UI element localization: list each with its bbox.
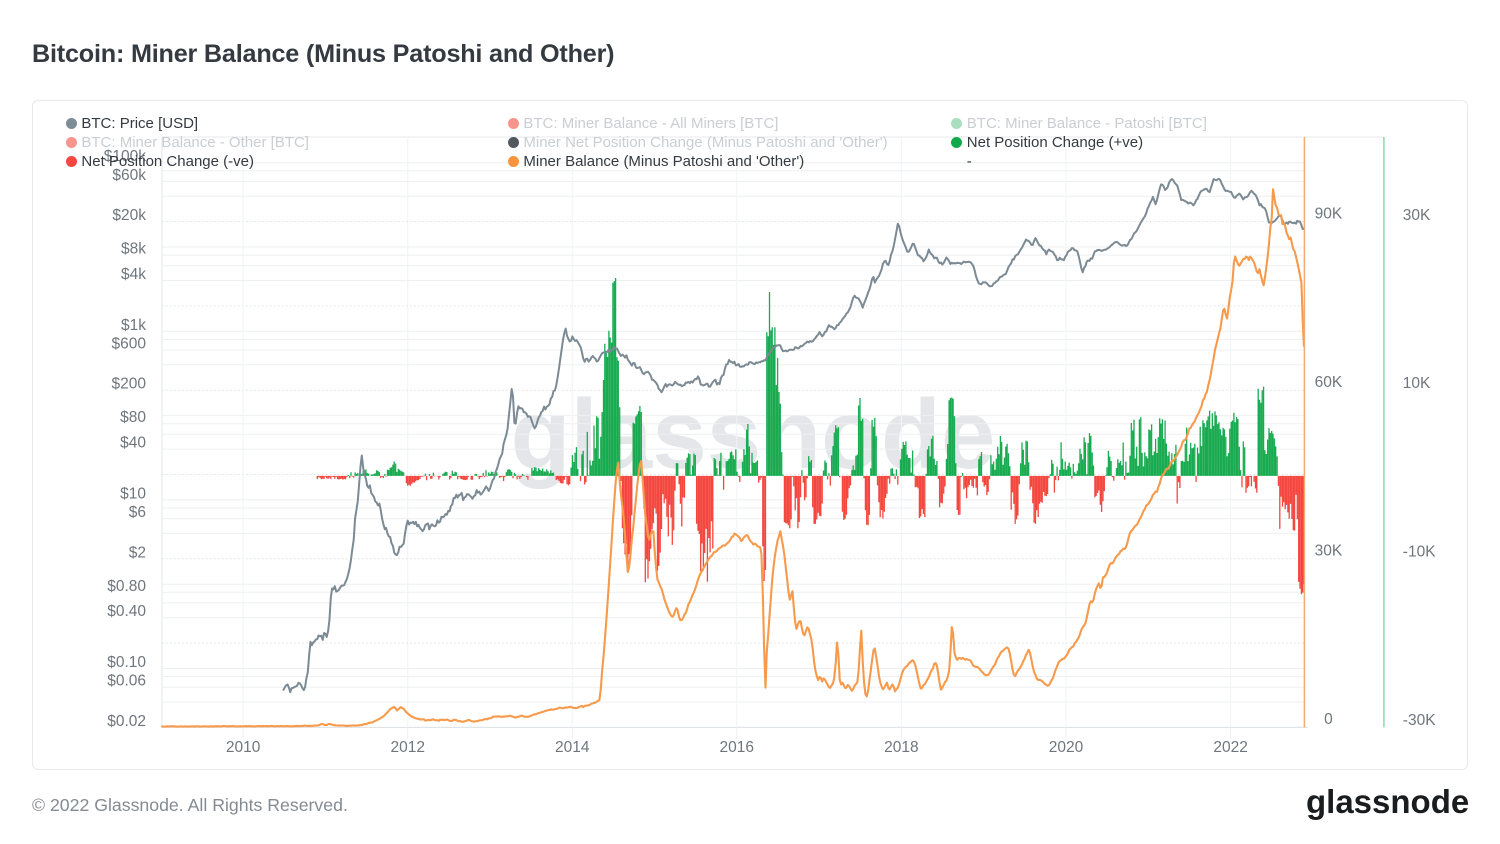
- svg-text:90K: 90K: [1315, 206, 1343, 223]
- svg-text:$0.06: $0.06: [107, 673, 146, 690]
- svg-text:2012: 2012: [390, 739, 424, 756]
- svg-text:30K: 30K: [1403, 207, 1431, 224]
- svg-text:2018: 2018: [884, 739, 918, 756]
- svg-text:$4k: $4k: [121, 266, 146, 283]
- svg-text:$0.40: $0.40: [107, 603, 146, 620]
- svg-text:$2: $2: [129, 544, 146, 561]
- svg-text:-30K: -30K: [1403, 712, 1436, 729]
- svg-text:$1k: $1k: [121, 317, 146, 334]
- svg-text:$600: $600: [112, 336, 147, 353]
- svg-text:10K: 10K: [1403, 375, 1431, 392]
- svg-text:2016: 2016: [720, 739, 754, 756]
- svg-text:$0.80: $0.80: [107, 578, 146, 595]
- svg-text:$200: $200: [112, 376, 147, 393]
- svg-text:$20k: $20k: [112, 207, 146, 224]
- svg-text:0: 0: [1324, 711, 1333, 728]
- svg-text:2010: 2010: [226, 739, 261, 756]
- svg-text:$6: $6: [129, 504, 146, 521]
- svg-text:$0.10: $0.10: [107, 654, 146, 671]
- svg-text:$8k: $8k: [121, 241, 146, 258]
- svg-text:$0.02: $0.02: [107, 713, 146, 730]
- svg-text:60K: 60K: [1315, 374, 1343, 391]
- svg-text:$10: $10: [120, 485, 146, 502]
- svg-text:30K: 30K: [1315, 543, 1343, 560]
- svg-text:$40: $40: [120, 435, 146, 452]
- svg-text:2014: 2014: [555, 739, 590, 756]
- svg-text:$100k: $100k: [104, 148, 146, 165]
- svg-text:$60k: $60k: [112, 167, 146, 184]
- svg-text:-10K: -10K: [1403, 544, 1436, 561]
- svg-text:$80: $80: [120, 409, 146, 426]
- svg-text:2022: 2022: [1213, 739, 1247, 756]
- svg-text:2020: 2020: [1049, 739, 1084, 756]
